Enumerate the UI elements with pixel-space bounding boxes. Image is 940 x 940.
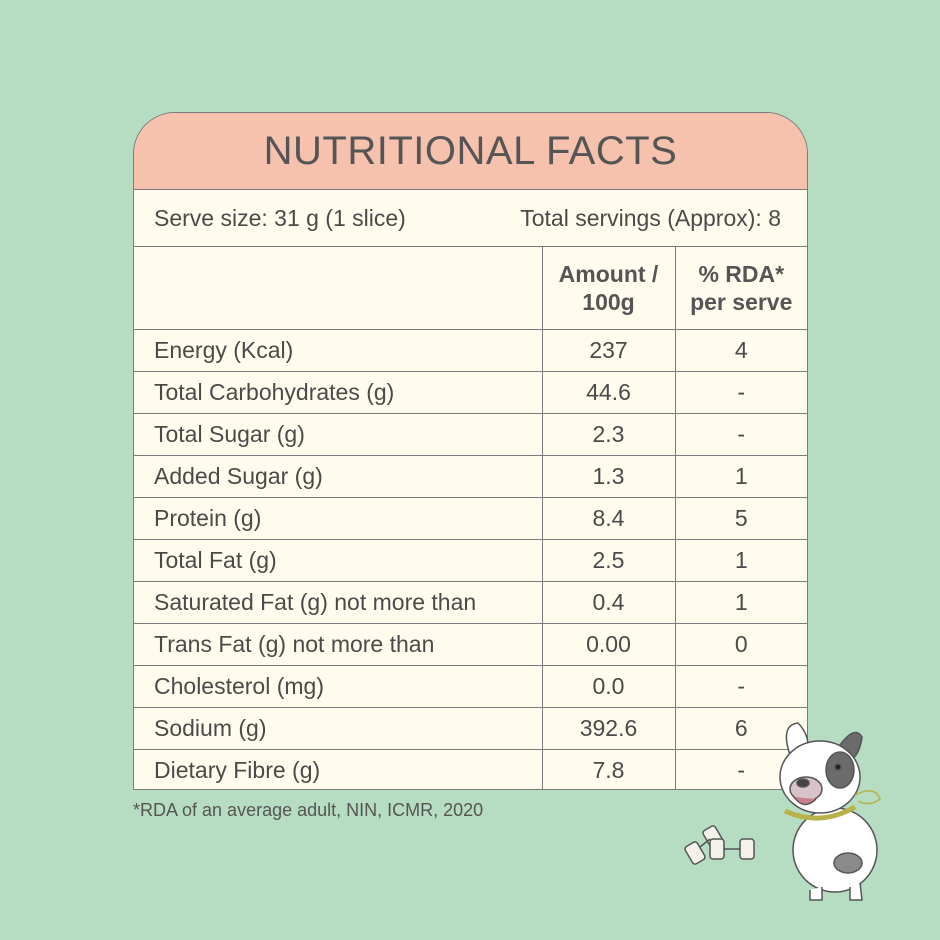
serving-row: Serve size: 31 g (1 slice) Total serving…	[134, 190, 807, 247]
data-row: Energy (Kcal) 237 4	[134, 329, 807, 372]
header-cell	[134, 247, 543, 330]
column-header-line: % RDA*	[698, 261, 785, 287]
data-row: Cholesterol (mg) 0.0-	[134, 665, 807, 708]
column-header-line: Amount /	[558, 261, 659, 287]
nutrient-value: 5	[674, 497, 807, 540]
nutrient-value: 2.3	[541, 413, 676, 456]
nutrient-value: 1	[674, 539, 807, 582]
nutrient-value: 237	[541, 329, 676, 372]
nutrient-value: 1	[674, 455, 807, 498]
data-row: Protein (g) 8.4 5	[134, 497, 807, 540]
data-row: Dietary Fibre (g) 7.8-	[134, 749, 807, 789]
nutrient-label: Saturated Fat (g) not more than	[134, 581, 543, 624]
nutrition-table: Amount /100g% RDA* per serve Energy (Kcal)…	[134, 247, 807, 789]
nutrient-value: 44.6	[541, 371, 676, 414]
nutrient-value: 2.5	[541, 539, 676, 582]
nutrient-value: 4	[674, 329, 807, 372]
nutrient-value: 392.6	[541, 707, 676, 750]
nutrient-label: Trans Fat (g) not more than	[134, 623, 543, 666]
nutrient-value: 1.3	[541, 455, 676, 498]
nutrient-value: 0.4	[541, 581, 676, 624]
nutrient-label: Sodium (g)	[134, 707, 543, 750]
nutrient-value: 8.4	[541, 497, 676, 540]
title: NUTRITIONAL FACTS	[134, 113, 807, 190]
nutrient-value: 6	[674, 707, 807, 750]
data-row: Sodium (g) 392.6 6	[134, 707, 807, 750]
column-header: % RDA* per serve	[674, 247, 807, 330]
column-header-line: 100g	[582, 289, 635, 315]
nutrient-value: 1	[674, 581, 807, 624]
nutrient-value: 0.0	[541, 665, 676, 708]
nutrient-label: Total Sugar (g)	[134, 413, 543, 456]
dog-illustration	[684, 722, 881, 901]
data-row: Saturated Fat (g) not more than 0.4 1	[134, 581, 807, 624]
nutrient-value: -	[674, 413, 807, 456]
nutrition-card: NUTRITIONAL FACTS Serve size: 31 g (1 sl…	[133, 112, 808, 790]
footnote: *RDA of an average adult, NIN, ICMR, 202…	[133, 800, 484, 820]
serve-size: Serve size: 31 g (1 slice)	[154, 204, 406, 231]
column-header-line: per serve	[690, 289, 793, 315]
data-row: Total Sugar (g) 2.3-	[134, 413, 807, 456]
total-servings: Total servings (Approx): 8	[520, 204, 781, 231]
nutrient-label: Total Fat (g)	[134, 539, 543, 582]
nutrient-label: Cholesterol (mg)	[134, 665, 543, 708]
data-row: Total Fat (g) 2.5 1	[134, 539, 807, 582]
nutrient-value: 0	[674, 623, 807, 666]
column-header: Amount /100g	[541, 247, 676, 330]
nutrient-label: Total Carbohydrates (g)	[134, 371, 543, 414]
nutrient-label: Energy (Kcal)	[134, 329, 543, 372]
data-row: Trans Fat (g) not more than 0.00 0	[134, 623, 807, 666]
data-row: Total Carbohydrates (g) 44.6-	[134, 371, 807, 414]
nutrient-label: Added Sugar (g)	[134, 455, 543, 498]
nutrient-value: 7.8	[541, 749, 676, 789]
header-row: Amount /100g% RDA* per serve	[134, 247, 807, 330]
nutrient-label: Dietary Fibre (g)	[134, 749, 543, 789]
nutrient-label: Protein (g)	[134, 497, 543, 540]
nutrient-value: 0.00	[541, 623, 676, 666]
data-row: Added Sugar (g) 1.3 1	[134, 455, 807, 498]
nutrient-value: -	[674, 665, 807, 708]
nutrient-value: -	[674, 371, 807, 414]
